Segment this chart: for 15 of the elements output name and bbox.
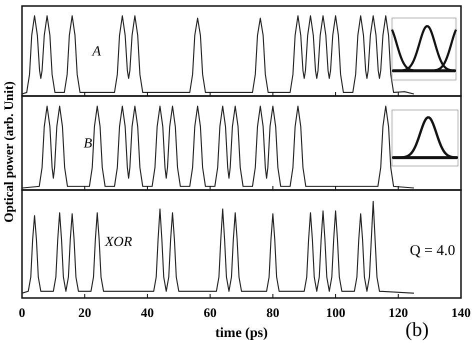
- x-tick-label: 80: [266, 305, 280, 320]
- annotation: Q = 4.0: [410, 242, 456, 259]
- x-tick-label: 120: [388, 305, 408, 320]
- x-tick-label: 140: [451, 305, 471, 320]
- text: (b): [405, 318, 429, 341]
- annotation: A: [91, 44, 102, 60]
- x-tick-label: 20: [78, 305, 92, 320]
- x-tick-label: 60: [204, 305, 217, 320]
- annotation: XOR: [104, 235, 133, 250]
- x-tick-label: 40: [140, 305, 154, 320]
- y-axis-title: Optical power (arb. Unit): [1, 81, 16, 223]
- x-tick-label: 100: [326, 305, 346, 320]
- x-axis-title: time (ps): [215, 326, 268, 341]
- annotation: B: [84, 136, 93, 152]
- x-tick-label: 0: [18, 305, 26, 320]
